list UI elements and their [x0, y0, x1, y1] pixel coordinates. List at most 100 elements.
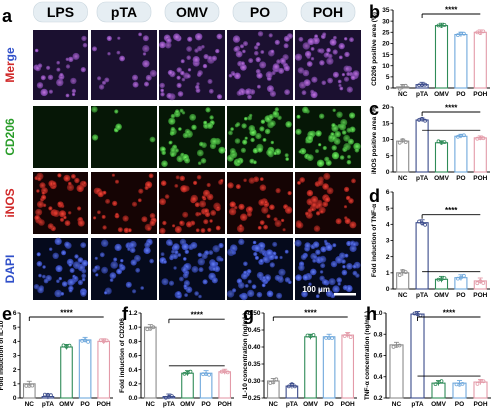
significance-label: **** — [445, 206, 458, 215]
y-axis-label: CD206 positive area (%) — [371, 12, 378, 86]
data-point — [61, 343, 66, 348]
data-point — [423, 222, 428, 227]
data-point — [461, 31, 466, 36]
chart-e: e 0 1 2 3 4 5 6 Fold induction of IL-10 NC pTA OMV P… — [0, 304, 113, 408]
image-merge-omv — [159, 30, 225, 101]
y-tick-label: 1.2 — [128, 310, 137, 317]
x-tick-label-po: PO — [455, 401, 464, 408]
x-tick-label-nc: NC — [269, 401, 279, 408]
y-tick-label: 0 — [386, 85, 390, 92]
panel-c-letter: c — [369, 99, 379, 119]
data-point — [417, 219, 422, 224]
row-label-cd206: CD206 — [3, 118, 17, 156]
data-point — [49, 393, 53, 398]
image-dapi-lps — [33, 237, 89, 300]
x-tick-label-poh: POH — [473, 401, 487, 408]
panel-f-letter: f — [122, 304, 129, 324]
y-tick-label: 20 — [382, 104, 390, 111]
row-label-dapi: DAPI — [3, 255, 17, 284]
y-tick-label: 0.45 — [248, 327, 261, 334]
x-tick-label-nc: NC — [398, 175, 408, 182]
data-point — [481, 379, 486, 384]
data-point — [311, 333, 316, 337]
y-tick-label: 0.35 — [248, 361, 261, 368]
data-point — [397, 86, 402, 91]
image-merge-poh — [294, 30, 361, 100]
data-point — [442, 140, 447, 145]
bar-poh — [473, 31, 487, 89]
data-point — [436, 380, 441, 385]
x-tick-label-poh: POH — [473, 292, 487, 299]
y-tick-label: 10 — [382, 137, 390, 144]
panel-d-letter: d — [369, 186, 380, 206]
bar-pta — [415, 119, 429, 173]
x-tick-label-poh: POH — [341, 401, 355, 408]
y-tick-label: 1.0 — [128, 324, 137, 331]
image-merge-po — [227, 30, 293, 100]
image-cd206-poh — [295, 106, 361, 168]
x-tick-label-pta: pTA — [42, 401, 54, 408]
significance-label: **** — [60, 309, 73, 318]
group-label-omv: OMV — [176, 4, 209, 20]
x-tick-label-pta: pTA — [286, 401, 298, 408]
significance-label: **** — [304, 309, 317, 318]
data-point — [271, 380, 276, 385]
data-point — [348, 335, 353, 340]
y-tick-label: 35 — [382, 7, 390, 14]
x-tick-label-pta: pTA — [411, 401, 423, 408]
group-label-pta: pTA — [111, 4, 137, 20]
x-tick-label-omv: OMV — [59, 401, 74, 408]
y-axis-label: Fold induction of IL-10 — [0, 320, 5, 390]
bar-omv — [181, 372, 194, 399]
data-point — [436, 139, 441, 144]
data-point — [475, 281, 480, 286]
y-tick-label: 0.4 — [373, 374, 382, 381]
data-point — [342, 334, 347, 338]
bar-omv — [434, 25, 449, 89]
x-tick-label-poh: POH — [473, 91, 487, 98]
y-tick-label: 0.6 — [128, 353, 137, 360]
y-tick-label: 15 — [382, 52, 390, 59]
bar-po — [322, 336, 336, 399]
panel-e-letter: e — [2, 304, 12, 324]
bar-omv — [434, 142, 449, 173]
y-tick-label: 4 — [386, 222, 390, 229]
y-tick-label: 25 — [382, 29, 390, 36]
y-tick-label: 0.25 — [248, 395, 261, 402]
y-tick-label: 5 — [386, 74, 390, 81]
x-tick-label-omv: OMV — [303, 401, 318, 408]
y-tick-label: 0 — [386, 286, 390, 293]
data-point — [274, 377, 279, 382]
bar-omv — [60, 346, 73, 399]
y-axis-label: iNOS positive area (%) — [371, 105, 378, 174]
data-point — [86, 339, 90, 344]
y-tick-label: 0 — [13, 395, 17, 402]
data-point — [478, 279, 483, 284]
significance-label: **** — [443, 309, 456, 318]
group-header-poh — [300, 1, 356, 23]
significance-label: **** — [191, 311, 204, 320]
data-point — [420, 116, 425, 121]
y-tick-label: 2 — [13, 367, 17, 374]
y-tick-label: 0.4 — [128, 367, 137, 374]
y-axis-label: Fold induction of CD206 — [119, 318, 126, 393]
data-point — [24, 383, 29, 388]
data-point — [268, 381, 273, 385]
bar-poh — [473, 137, 487, 173]
data-point — [292, 384, 297, 389]
data-point — [420, 221, 425, 226]
y-tick-label: 6 — [386, 189, 390, 196]
data-point — [423, 82, 428, 87]
y-axis-label: TNF-α concentration (ng/mL) — [364, 311, 371, 400]
y-tick-label: 20 — [382, 41, 390, 48]
y-tick-label: 30 — [382, 18, 390, 25]
image-cd206-omv — [159, 106, 226, 168]
y-tick-label: 1.0 — [373, 310, 382, 317]
data-point — [481, 281, 486, 285]
y-tick-label: 0.8 — [373, 331, 382, 338]
y-tick-label: 3 — [386, 238, 390, 245]
image-inos-omv — [159, 172, 225, 234]
bar-nc — [389, 344, 404, 399]
